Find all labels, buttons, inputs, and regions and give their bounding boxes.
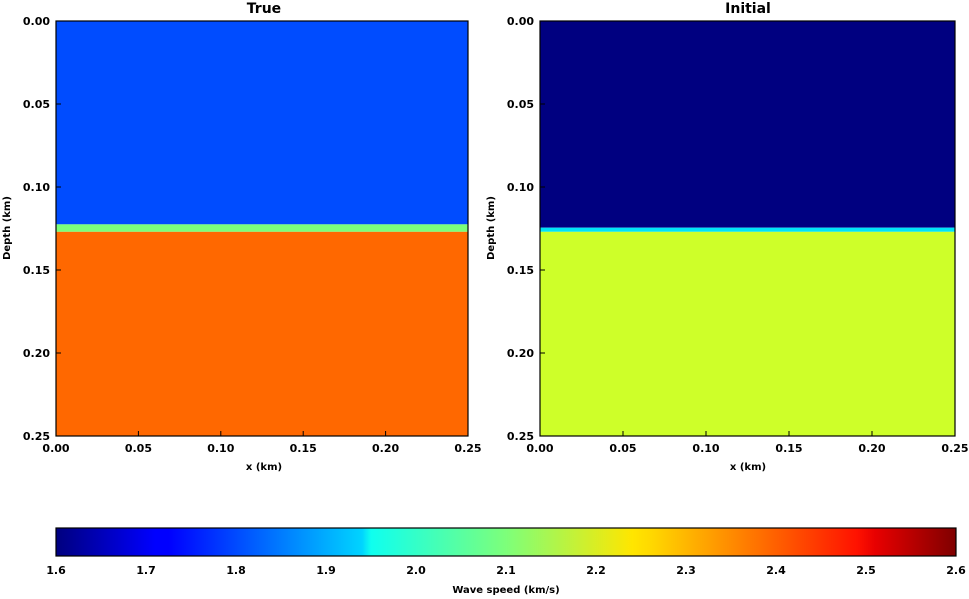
y-tick-label: 0.05 — [507, 98, 534, 111]
y-tick-label: 0.25 — [23, 430, 50, 443]
y-tick-labels: 0.00 0.05 0.10 0.15 0.20 0.25 — [23, 15, 61, 443]
y-tick-label: 0.10 — [507, 181, 534, 194]
colorbar: 1.6 1.7 1.8 1.9 2.0 2.1 2.2 2.3 2.4 2.5 2.6 Wave s… — [46, 527, 966, 596]
colorbar-tick-label: 1.8 — [226, 564, 246, 577]
velocity-layer — [540, 231, 955, 436]
colorbar-tick-label: 2.5 — [856, 564, 876, 577]
x-tick-label: 0.20 — [858, 442, 885, 455]
velocity-layers — [56, 21, 468, 436]
colorbar-tick-label: 2.6 — [946, 564, 966, 577]
x-tick-label: 0.10 — [692, 442, 719, 455]
velocity-layers — [540, 21, 955, 436]
y-tick-label: 0.15 — [507, 264, 534, 277]
velocity-layer — [56, 21, 468, 225]
y-tick-label: 0.05 — [23, 98, 50, 111]
y-axis-label: Depth (km) — [2, 196, 13, 260]
colorbar-tick-label: 1.7 — [136, 564, 156, 577]
panel-title: Initial — [725, 1, 771, 17]
x-tick-label: 0.15 — [775, 442, 802, 455]
y-tick-label: 0.00 — [507, 15, 534, 28]
x-tick-label: 0.20 — [372, 442, 399, 455]
colorbar-gradient — [55, 527, 957, 557]
velocity-layer — [56, 224, 468, 232]
colorbar-tick-label: 2.1 — [496, 564, 516, 577]
x-tick-label: 0.10 — [207, 442, 234, 455]
y-tick-labels: 0.00 0.05 0.10 0.15 0.20 0.25 — [507, 15, 545, 443]
colorbar-tick-label: 2.2 — [586, 564, 606, 577]
y-tick-label: 0.10 — [23, 181, 50, 194]
plot-frame — [539, 20, 956, 437]
y-tick-label: 0.15 — [23, 264, 50, 277]
colorbar-tick-label: 2.4 — [766, 564, 786, 577]
y-tick-label: 0.20 — [507, 347, 534, 360]
colorbar-tick-label: 1.9 — [316, 564, 336, 577]
x-tick-label: 0.00 — [42, 442, 69, 455]
x-tick-labels: 0.00 0.05 0.10 0.15 0.20 0.25 — [42, 431, 482, 455]
colorbar-tick-label: 2.3 — [676, 564, 696, 577]
x-tick-label: 0.05 — [125, 442, 152, 455]
x-tick-label: 0.25 — [454, 442, 481, 455]
panel-title: True — [247, 1, 281, 17]
colorbar-tick-labels: 1.6 1.7 1.8 1.9 2.0 2.1 2.2 2.3 2.4 2.5 2.6 — [46, 564, 966, 577]
colorbar-tick-label: 1.6 — [46, 564, 66, 577]
x-axis-label: x (km) — [730, 462, 766, 473]
panel-initial: Initial 0.00 0.05 0.10 0.15 0.20 0.25 0.000.0… — [486, 1, 969, 473]
x-tick-labels: 0.00 0.05 0.10 0.15 0.20 0.25 — [526, 431, 969, 455]
x-tick-label: 0.25 — [941, 442, 968, 455]
colorbar-tick-label: 2.0 — [406, 564, 426, 577]
y-axis-label: Depth (km) — [486, 196, 497, 260]
panel-true: True 0.00 0.05 0.10 0.15 0.20 0.25 0.000.050.… — [2, 1, 482, 473]
velocity-layer — [540, 227, 955, 232]
velocity-layer — [56, 231, 468, 436]
x-tick-label: 0.05 — [609, 442, 636, 455]
plot-frame — [55, 20, 469, 437]
colorbar-label: Wave speed (km/s) — [452, 585, 559, 596]
y-tick-label: 0.20 — [23, 347, 50, 360]
velocity-layer — [540, 21, 955, 228]
y-tick-label: 0.25 — [507, 430, 534, 443]
x-tick-label: 0.15 — [290, 442, 317, 455]
x-tick-label: 0.00 — [526, 442, 553, 455]
x-axis-label: x (km) — [246, 462, 282, 473]
y-tick-label: 0.00 — [23, 15, 50, 28]
